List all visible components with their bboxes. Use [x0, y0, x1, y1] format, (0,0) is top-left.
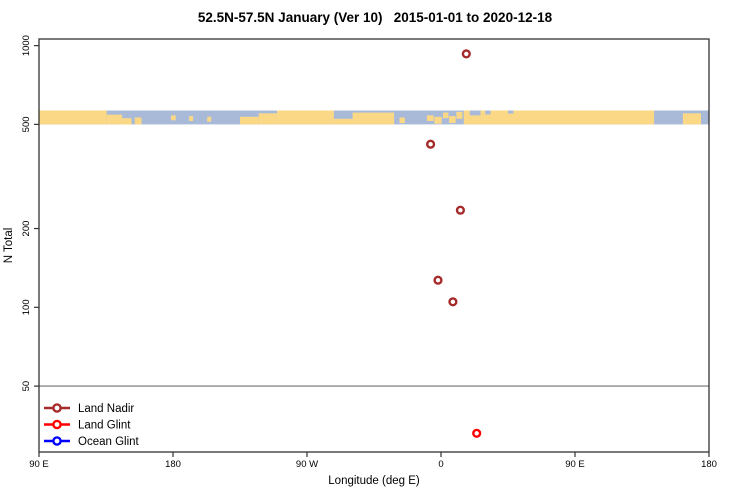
y-tick-label: 500	[21, 116, 32, 132]
map-band-land-patch	[122, 118, 132, 125]
plot-border	[38, 38, 710, 453]
data-point-land-nadir	[455, 205, 466, 215]
y-tick-label: 100	[21, 299, 32, 315]
map-band-land-patch	[207, 116, 212, 122]
legend-label-ocean-glint: Ocean Glint	[78, 436, 140, 448]
y-tick-label: 200	[21, 221, 32, 237]
x-tick-label: 0	[438, 459, 443, 470]
data-point-land-nadir	[426, 139, 436, 149]
x-tick-label: 180	[701, 459, 717, 470]
map-band-land-patch	[426, 115, 434, 121]
data-point-land-nadir	[448, 297, 458, 307]
map-band-land-patch	[39, 110, 107, 125]
map-band-land-patch	[434, 116, 442, 124]
data-point-land-nadir	[461, 49, 471, 59]
map-band-land-patch	[240, 116, 259, 125]
legend-marker-land-nadir	[52, 403, 62, 413]
map-band-ocean-patch	[469, 110, 481, 116]
x-tick-label: 90 E	[565, 459, 585, 470]
y-axis-title: N Total	[3, 228, 15, 264]
map-band-land-patch	[171, 115, 176, 121]
legend: Land Nadir Land Glint Ocean Glint	[44, 403, 140, 448]
legend-item-ocean-glint: Ocean Glint	[44, 436, 140, 448]
map-band-land-patch	[134, 117, 142, 125]
legend-label-land-glint: Land Glint	[78, 420, 131, 432]
data-point-land-glint	[472, 428, 482, 438]
legend-marker-land-glint	[52, 419, 62, 430]
map-band-land-patch	[189, 116, 194, 121]
map-band-ocean-patch	[485, 110, 491, 115]
map-band-land-patch	[399, 117, 405, 124]
map-band	[39, 110, 709, 125]
map-band-land-patch	[443, 112, 449, 119]
map-band-ocean-patch	[508, 110, 514, 114]
map-band-land-patch	[463, 110, 655, 125]
y-tick-label: 50	[21, 381, 32, 392]
map-band-land-patch	[333, 118, 353, 125]
x-axis-title: Longitude (deg E)	[328, 475, 420, 487]
x-tick-label: 90 W	[296, 459, 318, 470]
x-tick-label: 90 E	[29, 459, 49, 470]
map-band-land-patch	[258, 113, 277, 125]
map-band-land-patch	[106, 114, 123, 125]
legend-label-land-nadir: Land Nadir	[78, 403, 134, 415]
legend-item-land-nadir: Land Nadir	[44, 403, 134, 415]
map-band-land-patch	[276, 110, 334, 125]
map-band-land-patch	[682, 113, 701, 125]
legend-marker-ocean-glint	[52, 436, 62, 446]
map-band-land-patch	[449, 116, 456, 123]
x-tick-label: 180	[165, 459, 181, 470]
map-band-land-patch	[456, 111, 463, 119]
y-tick-label: 1000	[21, 35, 32, 56]
map-band-land-patch	[352, 112, 395, 125]
chart-title: 52.5N-57.5N January (Ver 10) 2015-01-01 …	[197, 10, 553, 25]
data-point-land-nadir	[433, 275, 443, 285]
legend-item-land-glint: Land Glint	[44, 420, 131, 432]
